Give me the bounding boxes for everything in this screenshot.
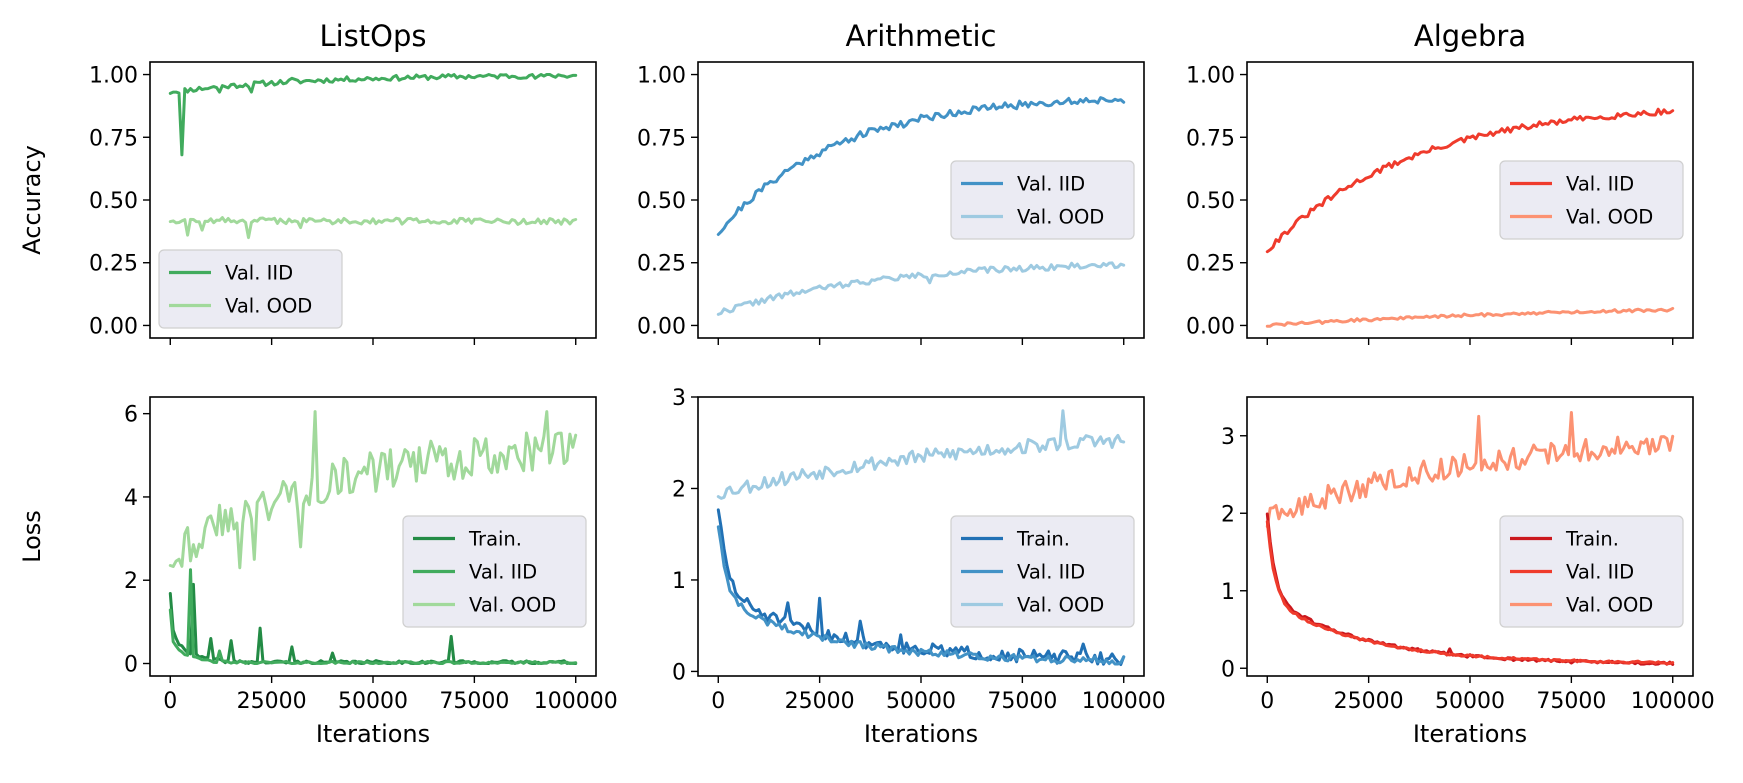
- y-tick-label: 3: [672, 386, 686, 411]
- x-tick-label: 100000: [1082, 689, 1166, 714]
- panel-title: ListOps: [319, 19, 426, 53]
- y-tick-label: 6: [124, 403, 138, 428]
- series-line-valood-0: [168, 216, 578, 240]
- y-tick-label: 0.25: [637, 252, 686, 277]
- y-tick-label: 1: [1221, 580, 1235, 605]
- y-tick-label: 1.00: [1186, 64, 1235, 89]
- legend-label: Val. IID: [1566, 561, 1634, 584]
- y-axis-label: Loss: [18, 510, 46, 563]
- y-tick-label: 0.00: [637, 314, 686, 339]
- legend: Val. IID Val. OOD: [158, 249, 343, 329]
- x-tick-label: 25000: [1334, 689, 1404, 714]
- legend-label: Val. OOD: [1017, 594, 1104, 617]
- legend-box: [950, 515, 1135, 628]
- y-tick-label: 0.50: [637, 189, 686, 214]
- legend-label: Val. OOD: [1017, 206, 1104, 229]
- x-tick-label: 75000: [1536, 689, 1606, 714]
- panel-title: Arithmetic: [845, 19, 996, 53]
- panel-0: 0.00 0.25 0.50 0.75 1.00 ListOps Accuracy Val. …: [18, 19, 597, 345]
- legend-label: Val. OOD: [225, 295, 312, 318]
- series-line-valood-1: [716, 261, 1126, 316]
- x-tick-label: 0: [1260, 689, 1274, 714]
- legend-label: Train.: [1016, 528, 1070, 551]
- x-tick-label: 50000: [338, 689, 408, 714]
- y-tick-label: 1.00: [89, 64, 138, 89]
- legend-label: Train.: [1565, 528, 1619, 551]
- panel-4: 0 25000 50000 75000 100000 0 1 2 3 Iterations Trai…: [672, 386, 1166, 748]
- series-line-valiid-4: [716, 525, 1126, 666]
- y-tick-label: 3: [1221, 425, 1235, 450]
- x-tick-label: 0: [711, 689, 725, 714]
- series-line-valood-4: [716, 409, 1126, 500]
- legend-label: Val. IID: [1017, 173, 1085, 196]
- y-tick-label: 0: [1221, 657, 1235, 682]
- x-axis-label: Iterations: [864, 720, 978, 748]
- series-line-valiid-5: [1265, 520, 1675, 666]
- series-line-valiid-1: [716, 96, 1126, 236]
- x-tick-label: 50000: [1435, 689, 1505, 714]
- series-line-valood-2: [1265, 306, 1675, 328]
- legend-label: Train.: [468, 528, 522, 551]
- x-tick-label: 75000: [439, 689, 509, 714]
- legend-box: [1499, 160, 1684, 240]
- x-tick-label: 100000: [534, 689, 618, 714]
- y-tick-label: 4: [124, 486, 138, 511]
- legend-label: Val. OOD: [1566, 206, 1653, 229]
- x-tick-label: 0: [163, 689, 177, 714]
- legend-box: [950, 160, 1135, 240]
- panel-title: Algebra: [1414, 19, 1526, 53]
- legend-label: Val. IID: [225, 262, 293, 285]
- x-tick-label: 25000: [785, 689, 855, 714]
- x-tick-label: 75000: [987, 689, 1057, 714]
- series-line-valiid-3: [168, 568, 578, 665]
- panel-5: 0 25000 50000 75000 100000 0 1 2 3 Iterations Trai…: [1221, 396, 1715, 748]
- panel-3: 0 25000 50000 75000 100000 0 2 4 6 Iterations Loss…: [18, 396, 618, 748]
- y-tick-label: 1.00: [637, 64, 686, 89]
- y-tick-label: 0.50: [1186, 189, 1235, 214]
- legend: Train. Val. IID Val. OOD: [402, 515, 587, 628]
- y-tick-label: 2: [124, 569, 138, 594]
- legend: Val. IID Val. OOD: [950, 160, 1135, 240]
- series-line-valiid-2: [1265, 107, 1675, 254]
- y-tick-label: 0.75: [89, 126, 138, 151]
- x-tick-label: 50000: [886, 689, 956, 714]
- x-tick-label: 100000: [1631, 689, 1715, 714]
- legend-label: Val. IID: [1566, 173, 1634, 196]
- legend-box: [158, 249, 343, 329]
- legend-label: Val. OOD: [1566, 594, 1653, 617]
- y-axis-label: Accuracy: [18, 145, 46, 255]
- legend: Val. IID Val. OOD: [1499, 160, 1684, 240]
- y-tick-label: 0.25: [89, 252, 138, 277]
- y-tick-label: 1: [672, 569, 686, 594]
- legend-box: [402, 515, 587, 628]
- y-tick-label: 0: [672, 660, 686, 685]
- y-tick-label: 0.00: [1186, 314, 1235, 339]
- legend: Train. Val. IID Val. OOD: [950, 515, 1135, 628]
- y-tick-label: 0.50: [89, 189, 138, 214]
- y-tick-label: 0.00: [89, 314, 138, 339]
- legend: Train. Val. IID Val. OOD: [1499, 515, 1684, 628]
- y-tick-label: 2: [672, 477, 686, 502]
- series-line-valood-5: [1265, 411, 1675, 529]
- legend-label: Val. OOD: [469, 594, 556, 617]
- series-line-valiid-0: [168, 73, 578, 157]
- legend-label: Val. IID: [469, 561, 537, 584]
- x-tick-label: 25000: [237, 689, 307, 714]
- x-axis-label: Iterations: [1413, 720, 1527, 748]
- x-axis-label: Iterations: [316, 720, 430, 748]
- legend-label: Val. IID: [1017, 561, 1085, 584]
- y-tick-label: 2: [1221, 502, 1235, 527]
- series-line-valood-3: [168, 410, 578, 570]
- y-tick-label: 0.75: [637, 126, 686, 151]
- y-tick-label: 0.25: [1186, 252, 1235, 277]
- y-tick-label: 0: [124, 653, 138, 678]
- legend-box: [1499, 515, 1684, 628]
- y-tick-label: 0.75: [1186, 126, 1235, 151]
